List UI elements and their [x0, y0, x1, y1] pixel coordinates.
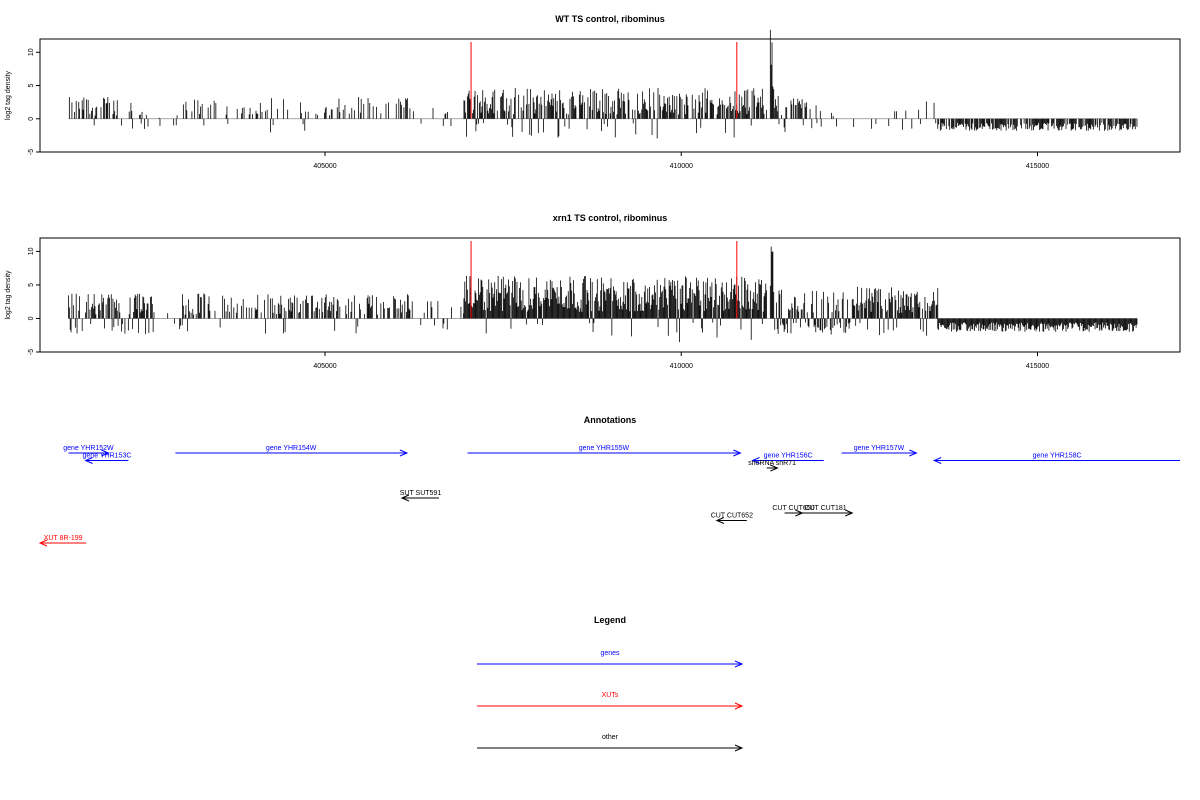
- annotation-feature: gene YHR152W: [63, 445, 114, 457]
- annotation-feature: XUT 8R-199: [38, 535, 87, 547]
- y-axis-label: log2 tag density: [5, 70, 12, 120]
- annotation-feature: gene YHR154W: [175, 445, 409, 457]
- feature-arrow-head: [84, 457, 93, 464]
- x-tick-label: 405000: [313, 163, 336, 170]
- y-axis-label: log2 tag density: [5, 270, 12, 320]
- annotation-feature: gene YHR155W: [467, 445, 742, 457]
- y-tick-label: 0: [28, 117, 35, 121]
- x-tick-label: 415000: [1026, 363, 1049, 370]
- feature-label: CUT CUT650: [772, 505, 814, 512]
- y-tick-label: 10: [28, 247, 35, 255]
- feature-label: gene YHR158C: [1033, 453, 1082, 460]
- x-tick-label: 405000: [313, 363, 336, 370]
- annotation-feature: CUT CUT652: [711, 513, 753, 524]
- y-tick-label: -5: [28, 149, 35, 155]
- annotation-feature: CUT CUT181: [798, 505, 854, 517]
- x-tick-label: 410000: [670, 163, 693, 170]
- feature-label: gene YHR156C: [764, 453, 813, 460]
- feature-label: gene YHR157W: [854, 445, 905, 452]
- annotation-feature: gene YHR158C: [932, 453, 1180, 464]
- feature-label: SUT SUT591: [400, 490, 442, 497]
- feature-arrow-head: [399, 449, 409, 457]
- feature-label: gene YHR154W: [266, 445, 317, 452]
- legend-item-other: other: [477, 734, 744, 752]
- feature-label: gene YHR153C: [83, 453, 132, 460]
- annotation-feature: gene YHR153C: [83, 453, 132, 464]
- annotations-title: Annotations: [584, 415, 637, 425]
- feature-label: snoRNA snR71: [748, 460, 796, 467]
- track-panel-1: WT TS control, ribominus log2 tag density…: [5, 14, 1181, 170]
- feature-arrow-head: [770, 464, 779, 472]
- feature-arrow-head: [733, 449, 742, 457]
- annotation-feature: snoRNA snR71: [748, 460, 796, 472]
- legend-item-xuts: XUTs: [477, 692, 744, 710]
- bar-series: [68, 29, 1138, 139]
- feature-label: gene YHR155W: [579, 445, 630, 452]
- y-tick-label: 0: [28, 316, 35, 320]
- legend-label: XUTs: [602, 692, 619, 699]
- legend-item-genes: genes: [477, 650, 744, 668]
- feature-arrow-head: [751, 457, 760, 464]
- feature-arrow-head: [909, 449, 918, 457]
- track-panel-2: xrn1 TS control, ribominus log2 tag densi…: [5, 213, 1181, 370]
- x-tick-label: 410000: [670, 363, 693, 370]
- feature-arrow-head: [932, 457, 942, 464]
- legend: Legend genes XUTs other: [477, 615, 744, 752]
- y-tick-label: 10: [28, 48, 35, 56]
- plot-frame: [39, 237, 1181, 353]
- bar-series: [68, 246, 1138, 343]
- feature-arrow-head: [101, 449, 110, 457]
- legend-arrow-head: [734, 744, 744, 752]
- feature-label: CUT CUT181: [804, 505, 846, 512]
- annotation-feature: gene YHR156C: [751, 453, 824, 464]
- feature-arrow-head: [845, 509, 854, 517]
- feature-arrow-head: [715, 517, 725, 524]
- y-tick-label: 5: [28, 283, 35, 287]
- y-tick-label: -5: [28, 349, 35, 355]
- feature-label: CUT CUT652: [711, 513, 753, 520]
- track-title: WT TS control, ribominus: [555, 14, 665, 24]
- track-title: xrn1 TS control, ribominus: [553, 213, 668, 223]
- legend-label: genes: [600, 650, 620, 657]
- plot-frame: [39, 38, 1181, 153]
- y-tick-label: 5: [28, 83, 35, 87]
- legend-arrow-head: [734, 660, 744, 668]
- feature-label: gene YHR152W: [63, 445, 114, 452]
- feature-arrow-head: [400, 494, 410, 502]
- legend-label: other: [602, 734, 619, 741]
- feature-label: XUT 8R-199: [44, 535, 83, 542]
- annotation-feature: SUT SUT591: [400, 490, 442, 502]
- feature-arrow-head: [38, 539, 48, 547]
- legend-arrow-head: [734, 702, 744, 710]
- annotation-feature: gene YHR157W: [841, 445, 918, 457]
- x-tick-label: 415000: [1026, 163, 1049, 170]
- legend-title: Legend: [594, 615, 626, 625]
